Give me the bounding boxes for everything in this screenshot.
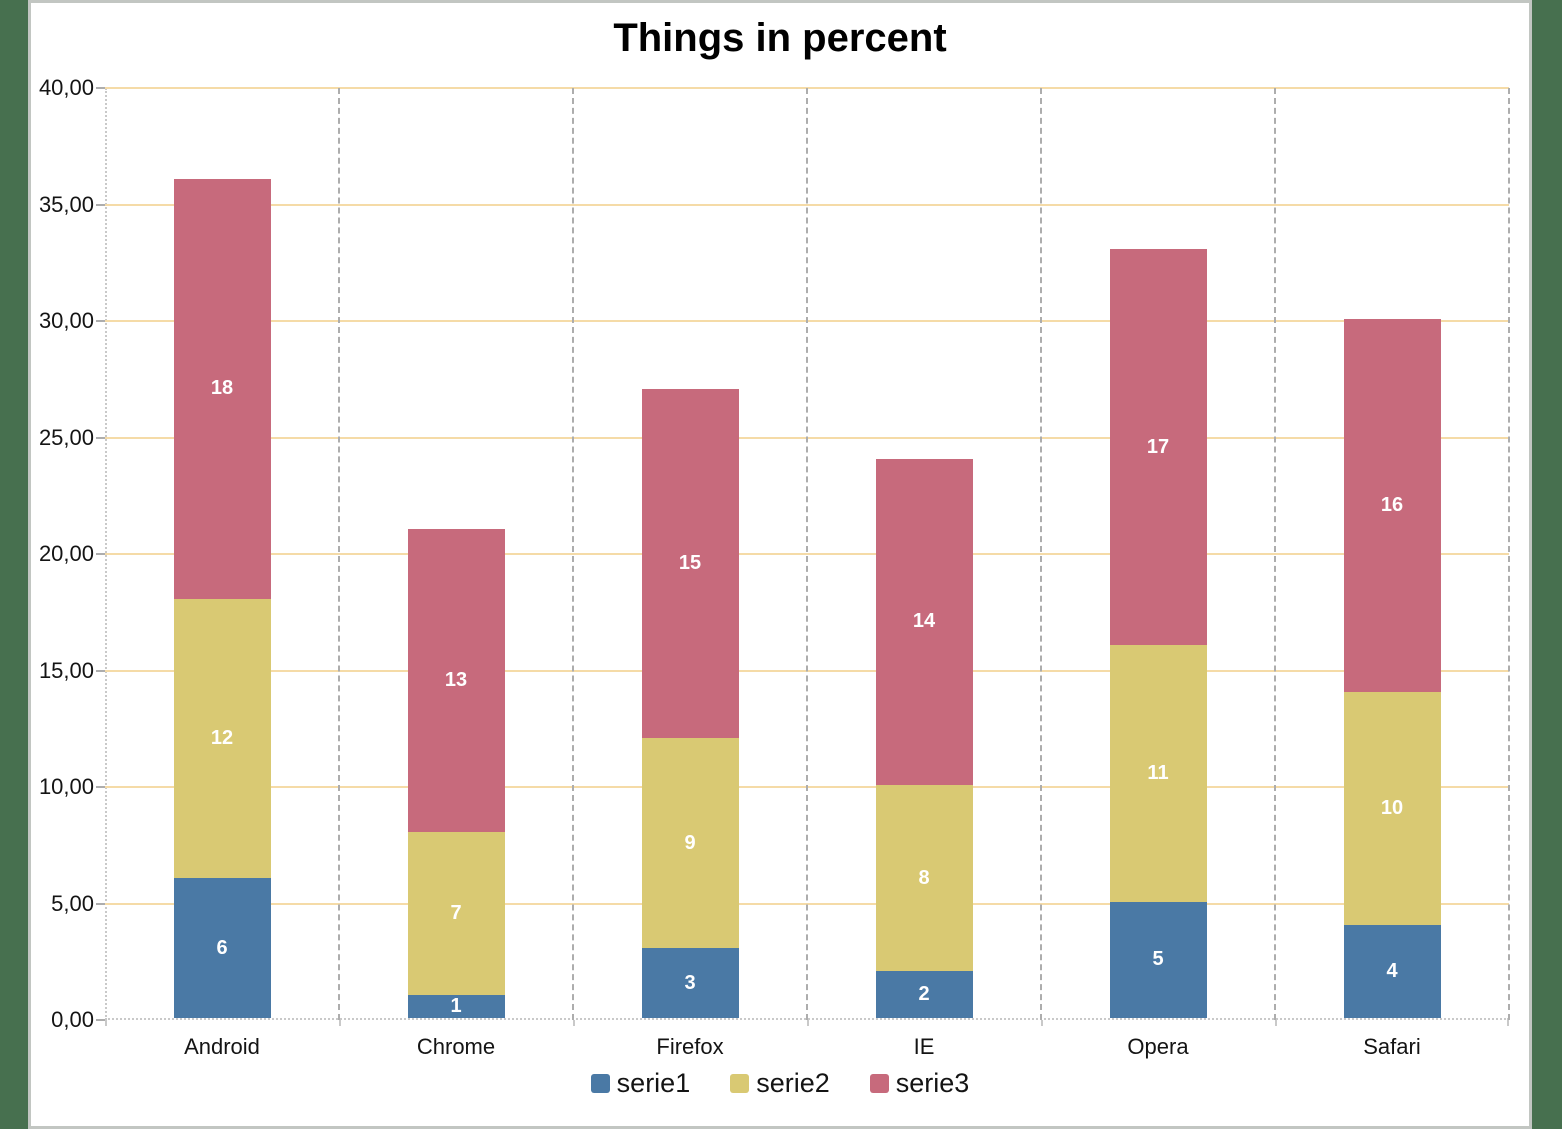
category-label: Safari	[1363, 1034, 1421, 1059]
x-axis-tick	[1507, 1020, 1509, 1026]
bar-value-label: 7	[450, 901, 462, 924]
bar-android: 6 12 18	[173, 86, 271, 1018]
bar-value-label: 18	[210, 377, 234, 400]
bar-value-label: 13	[444, 668, 468, 691]
bar-segment: 2	[875, 971, 973, 1018]
y-axis-tick	[96, 786, 105, 788]
chart-panel	[28, 0, 1532, 1129]
category-label: IE	[913, 1034, 935, 1059]
bar-ie: 2 8 14	[875, 86, 973, 1018]
bar-value-label: 16	[1380, 493, 1404, 516]
bar-segment: 18	[173, 179, 271, 599]
y-axis-label: 0,00	[51, 1007, 94, 1032]
x-axis-tick	[573, 1020, 575, 1026]
bar-value-label: 9	[684, 831, 696, 854]
bar-opera: 5 11 17	[1109, 86, 1207, 1018]
bar-value-label: 8	[918, 866, 930, 889]
bar-value-label: 1	[450, 994, 462, 1017]
legend-label: serie2	[756, 1068, 830, 1098]
v-gridline	[1508, 88, 1510, 1020]
bar-segment: 17	[1109, 249, 1207, 646]
bar-value-label: 2	[918, 983, 930, 1006]
v-gridline	[806, 88, 808, 1020]
v-gridline	[338, 88, 340, 1020]
bar-segment: 15	[641, 388, 739, 739]
legend-label: serie3	[895, 1068, 970, 1098]
y-axis-tick	[96, 553, 105, 555]
legend-swatch	[590, 1074, 610, 1093]
y-axis-label: 40,00	[38, 75, 94, 100]
legend: serie1 serie2 serie3	[28, 1068, 1532, 1099]
bar-value-label: 14	[912, 610, 936, 633]
bar-value-label: 12	[210, 726, 234, 749]
bar-value-label: 15	[678, 552, 702, 575]
y-axis-tick	[96, 1019, 105, 1021]
y-axis-tick	[96, 87, 105, 89]
bar-segment: 3	[641, 948, 739, 1018]
legend-swatch	[869, 1074, 889, 1093]
bar-value-label: 5	[1152, 948, 1164, 971]
bar-safari: 4 10 16	[1343, 86, 1441, 1018]
y-axis-tick	[96, 436, 105, 439]
bar-value-label: 3	[684, 971, 696, 994]
y-axis-tick	[96, 320, 105, 322]
y-axis-label: 10,00	[38, 774, 94, 799]
bar-segment: 6	[173, 878, 271, 1018]
bar-value-label: 11	[1147, 761, 1169, 784]
bar-segment: 1	[407, 994, 505, 1018]
bar-value-label: 17	[1146, 435, 1170, 458]
v-gridline	[572, 88, 574, 1020]
bar-segment: 5	[1109, 901, 1207, 1018]
bar-segment: 16	[1343, 319, 1441, 692]
x-axis-tick	[339, 1020, 341, 1026]
category-label: Firefox	[656, 1034, 724, 1059]
y-axis-label: 35,00	[38, 191, 94, 217]
bar-segment: 11	[1109, 645, 1207, 902]
y-axis-tick	[96, 203, 105, 206]
v-gridline	[1040, 88, 1042, 1020]
bar-value-label: 4	[1386, 959, 1398, 982]
bar-value-label: 10	[1380, 796, 1404, 819]
legend-label: serie1	[616, 1068, 691, 1098]
category-label: Opera	[1127, 1034, 1189, 1059]
bar-segment: 8	[875, 785, 973, 972]
y-axis-label: 25,00	[38, 424, 94, 450]
legend-item: serie3	[869, 1068, 970, 1099]
x-axis-tick	[105, 1020, 107, 1026]
bar-segment: 7	[407, 831, 505, 995]
bar-value-label: 6	[216, 936, 228, 959]
x-axis-tick	[1041, 1020, 1043, 1026]
bar-segment: 10	[1343, 691, 1441, 925]
bar-segment: 14	[875, 458, 973, 785]
y-axis-tick	[96, 669, 105, 672]
category-label: Android	[184, 1034, 260, 1059]
bar-segment: 9	[641, 738, 739, 949]
bar-firefox: 3 9 15	[641, 86, 739, 1018]
legend-item: serie2	[730, 1068, 830, 1099]
legend-item: serie1	[590, 1068, 691, 1099]
y-axis-label: 20,00	[38, 541, 94, 566]
x-axis-tick	[807, 1020, 809, 1026]
bar-segment: 13	[407, 528, 505, 832]
y-axis-tick	[96, 902, 105, 905]
bar-segment: 12	[173, 598, 271, 879]
category-label: Chrome	[416, 1034, 496, 1059]
legend-swatch	[730, 1074, 750, 1093]
bar-segment: 4	[1343, 924, 1441, 1018]
chart-title: Things in percent	[613, 16, 947, 60]
v-gridline	[1274, 88, 1276, 1020]
plot-area: 6 12 18 Android 1 7 13 Chrome 3 9 15 Firefox 2 8 14 IE 5…	[96, 86, 1510, 1059]
y-axis-label: 15,00	[38, 657, 94, 683]
bar-chrome: 1 7 13	[407, 86, 505, 1018]
x-axis-tick	[1275, 1020, 1277, 1026]
y-axis-label: 5,00	[51, 890, 94, 916]
y-axis-label: 30,00	[38, 308, 94, 333]
